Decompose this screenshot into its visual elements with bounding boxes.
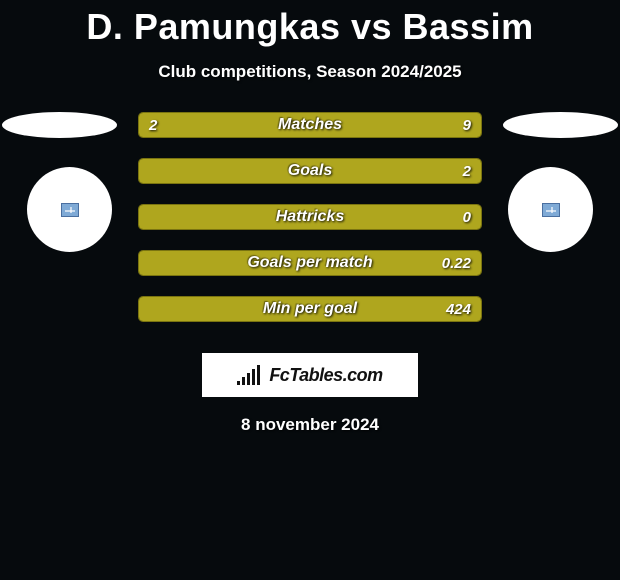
stat-bar: Min per goal424 [138,296,482,322]
stat-bar: Hattricks0 [138,204,482,230]
player-right-shadow [503,112,618,138]
bar-segment-right [139,251,481,275]
footer: FcTables.com 8 november 2024 [0,353,620,435]
stat-bar: Goals per match0.22 [138,250,482,276]
bar-segment-right [139,205,481,229]
bar-segment-right [139,159,481,183]
bar-segment-right [139,297,481,321]
page-title: D. Pamungkas vs Bassim [0,0,620,48]
subtitle: Club competitions, Season 2024/2025 [0,62,620,82]
bar-segment-right [201,113,481,137]
placeholder-icon [542,203,560,217]
logo-box: FcTables.com [202,353,418,397]
player-right-badge [508,167,593,252]
logo-bars-icon [237,365,263,385]
stat-bar: Goals2 [138,158,482,184]
placeholder-icon [61,203,79,217]
player-left-shadow [2,112,117,138]
date-label: 8 november 2024 [241,415,379,435]
logo-text: FcTables.com [269,365,382,386]
bar-segment-left [139,113,201,137]
stat-bar: Matches29 [138,112,482,138]
stat-bars: Matches29 Goals2 Hattricks0 Goals per match… [138,112,482,322]
player-left-badge [27,167,112,252]
